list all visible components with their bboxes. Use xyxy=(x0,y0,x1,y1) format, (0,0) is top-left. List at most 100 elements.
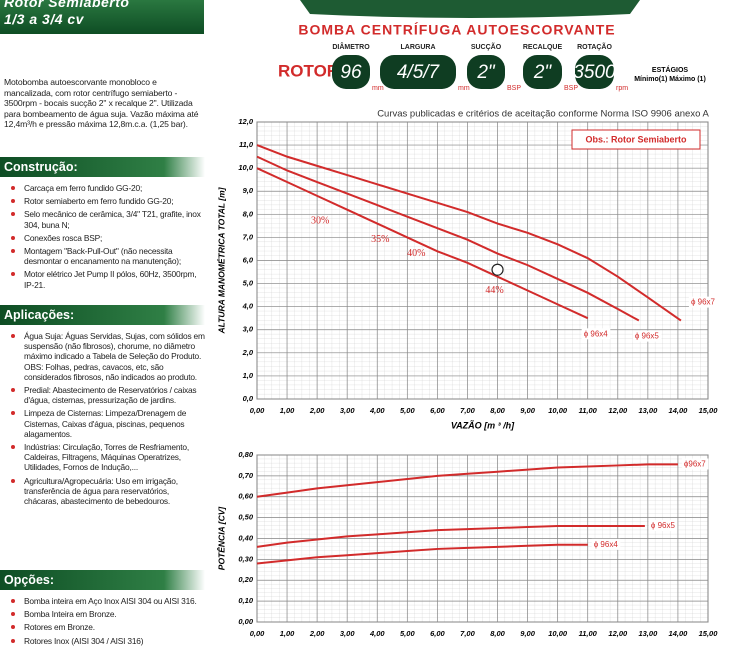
product-title: BOMBA CENTRÍFUGA AUTOESCORVANTE xyxy=(298,22,615,38)
y-tick-label: 9,0 xyxy=(243,186,254,195)
x-tick-label: 13,00 xyxy=(638,406,658,415)
spec-label: ROTAÇÃO xyxy=(577,42,612,51)
y-tick-label: 3,0 xyxy=(243,325,254,334)
y-tick-label: 0,80 xyxy=(238,450,253,459)
x-tick-label: 1,00 xyxy=(280,629,295,638)
x-tick-label: 12,00 xyxy=(608,406,628,415)
series-label-bg xyxy=(681,458,709,470)
spec-value: 4/5/7 xyxy=(397,62,441,83)
series-label-bg xyxy=(632,330,662,342)
x-tick-label: 2,00 xyxy=(309,629,325,638)
spec-label: DIÂMETRO xyxy=(332,42,370,51)
bullet-list: Bomba inteira em Aço Inox AISI 304 ou AI… xyxy=(0,596,205,646)
y-tick-label: 2,0 xyxy=(242,348,254,357)
bullet-item: Selo mecânico de cerâmica, 3/4" T21, gra… xyxy=(11,209,205,230)
efficiency-label: 40% xyxy=(407,248,425,259)
x-tick-label: 13,00 xyxy=(638,629,658,638)
bullet-list: Água Suja: Águas Servidas, Sujas, com só… xyxy=(0,331,205,506)
spec-value: 3500 xyxy=(573,62,616,83)
efficiency-label: 35% xyxy=(371,234,389,245)
x-tick-label: 8,00 xyxy=(490,629,505,638)
series-label-bg xyxy=(581,328,611,340)
series-label: ϕ 96x4 xyxy=(594,540,619,549)
y-tick-label: 0,70 xyxy=(238,471,253,480)
x-tick-label: 1,00 xyxy=(280,406,295,415)
x-tick-label: 3,00 xyxy=(340,406,355,415)
x-tick-label: 8,00 xyxy=(490,406,505,415)
y-tick-label: 0,10 xyxy=(238,596,253,605)
y-tick-label: 5,0 xyxy=(243,279,254,288)
x-tick-label: 15,00 xyxy=(699,629,719,638)
series-line xyxy=(256,167,589,320)
header-title: Rotor Semiaberto xyxy=(4,0,130,10)
y-axis-label: POTÊNCIA [CV] xyxy=(215,506,226,571)
section-title: Opções: xyxy=(0,570,205,590)
spec-unit: mm xyxy=(372,85,384,92)
x-tick-label: 4,00 xyxy=(369,406,385,415)
x-tick-label: 11,00 xyxy=(579,406,598,415)
series-label: ϕ 96x7 xyxy=(691,298,716,307)
x-tick-label: 14,00 xyxy=(669,629,689,638)
spec-pill xyxy=(575,55,614,89)
y-tick-label: 0,30 xyxy=(238,554,253,563)
x-tick-label: 9,00 xyxy=(520,629,535,638)
spec-label: RECALQUE xyxy=(523,44,563,51)
bullet-item: Agricultura/Agropecuária: Uso em irrigaç… xyxy=(11,476,205,507)
x-tick-label: 9,00 xyxy=(520,406,535,415)
bullet-item: Conexões rosca BSP; xyxy=(11,233,205,243)
spec-unit: BSP xyxy=(564,85,578,92)
x-tick-label: 5,00 xyxy=(400,406,415,415)
note: Obs.: Rotor Semiaberto xyxy=(585,134,687,144)
x-tick-label: 0,00 xyxy=(250,629,265,638)
x-tick-label: 14,00 xyxy=(669,406,689,415)
y-tick-label: 11,0 xyxy=(239,140,254,149)
x-tick-label: 10,00 xyxy=(548,629,568,638)
stages-label: ESTÁGIOS xyxy=(652,65,689,74)
series-line xyxy=(256,144,682,322)
bullet-item: Bomba inteira em Aço Inox AISI 304 ou AI… xyxy=(11,596,205,606)
section: Construção: Carcaça em ferro fundido GG-2… xyxy=(0,157,205,293)
y-tick-label: 7,0 xyxy=(243,232,254,241)
spec-pill xyxy=(332,55,370,89)
x-tick-label: 15,00 xyxy=(699,406,719,415)
bullet-item: Carcaça em ferro fundido GG-20; xyxy=(11,183,205,193)
y-tick-label: 0,50 xyxy=(238,513,253,522)
y-tick-label: 0,0 xyxy=(243,394,254,403)
section-title: Aplicações: xyxy=(0,305,205,325)
rotor-label: ROTOR xyxy=(278,61,339,80)
spec-value: 96 xyxy=(340,62,362,83)
x-tick-label: 4,00 xyxy=(369,629,385,638)
y-tick-label: 4,0 xyxy=(242,302,254,311)
series-line xyxy=(256,543,588,565)
spec-unit: rpm xyxy=(616,85,628,92)
x-tick-label: 2,00 xyxy=(309,406,325,415)
spec-label: LARGURA xyxy=(401,44,436,51)
y-tick-label: 10,0 xyxy=(238,163,253,172)
bullet-list: Carcaça em ferro fundido GG-20; Rotor sem… xyxy=(0,183,205,290)
series-label: ϕ96x7 xyxy=(684,460,706,469)
spec-unit: BSP xyxy=(507,85,521,92)
bullet-item: Predial: Abastecimento de Reservatórios … xyxy=(11,385,205,405)
bullet-item: Rotores em Bronze. xyxy=(11,622,205,632)
series-line xyxy=(256,524,645,548)
x-tick-label: 6,00 xyxy=(430,629,445,638)
bullet-item: Limpeza de Cisternas: Limpeza/Drenagem d… xyxy=(11,408,205,439)
y-tick-label: 6,0 xyxy=(243,255,254,264)
x-tick-label: 11,00 xyxy=(579,629,598,638)
chart-title: Curvas publicadas e critérios de aceitaç… xyxy=(377,109,709,120)
bullet-item: Rotor semiaberto em ferro fundido GG-20; xyxy=(11,196,205,206)
note-box xyxy=(571,129,701,150)
stages-text: Mínimo(1) Máximo (1) xyxy=(634,76,706,83)
spec-pill xyxy=(467,55,505,89)
y-tick-label: 0,00 xyxy=(238,617,253,626)
series-label: ϕ 96x5 xyxy=(651,521,676,530)
series-line xyxy=(256,155,640,322)
bullet-item: Indústrias: Circulação, Torres de Resfri… xyxy=(11,442,205,473)
series-label: ϕ 96x4 xyxy=(584,329,609,338)
section: Aplicações: Água Suja: Águas Servidas, Su… xyxy=(0,305,205,509)
series-line xyxy=(256,463,678,498)
y-axis-label: ALTURA MANOMÉTRICA TOTAL [m] xyxy=(216,186,226,334)
spec-pill xyxy=(523,55,562,89)
series-label-bg xyxy=(648,520,678,532)
